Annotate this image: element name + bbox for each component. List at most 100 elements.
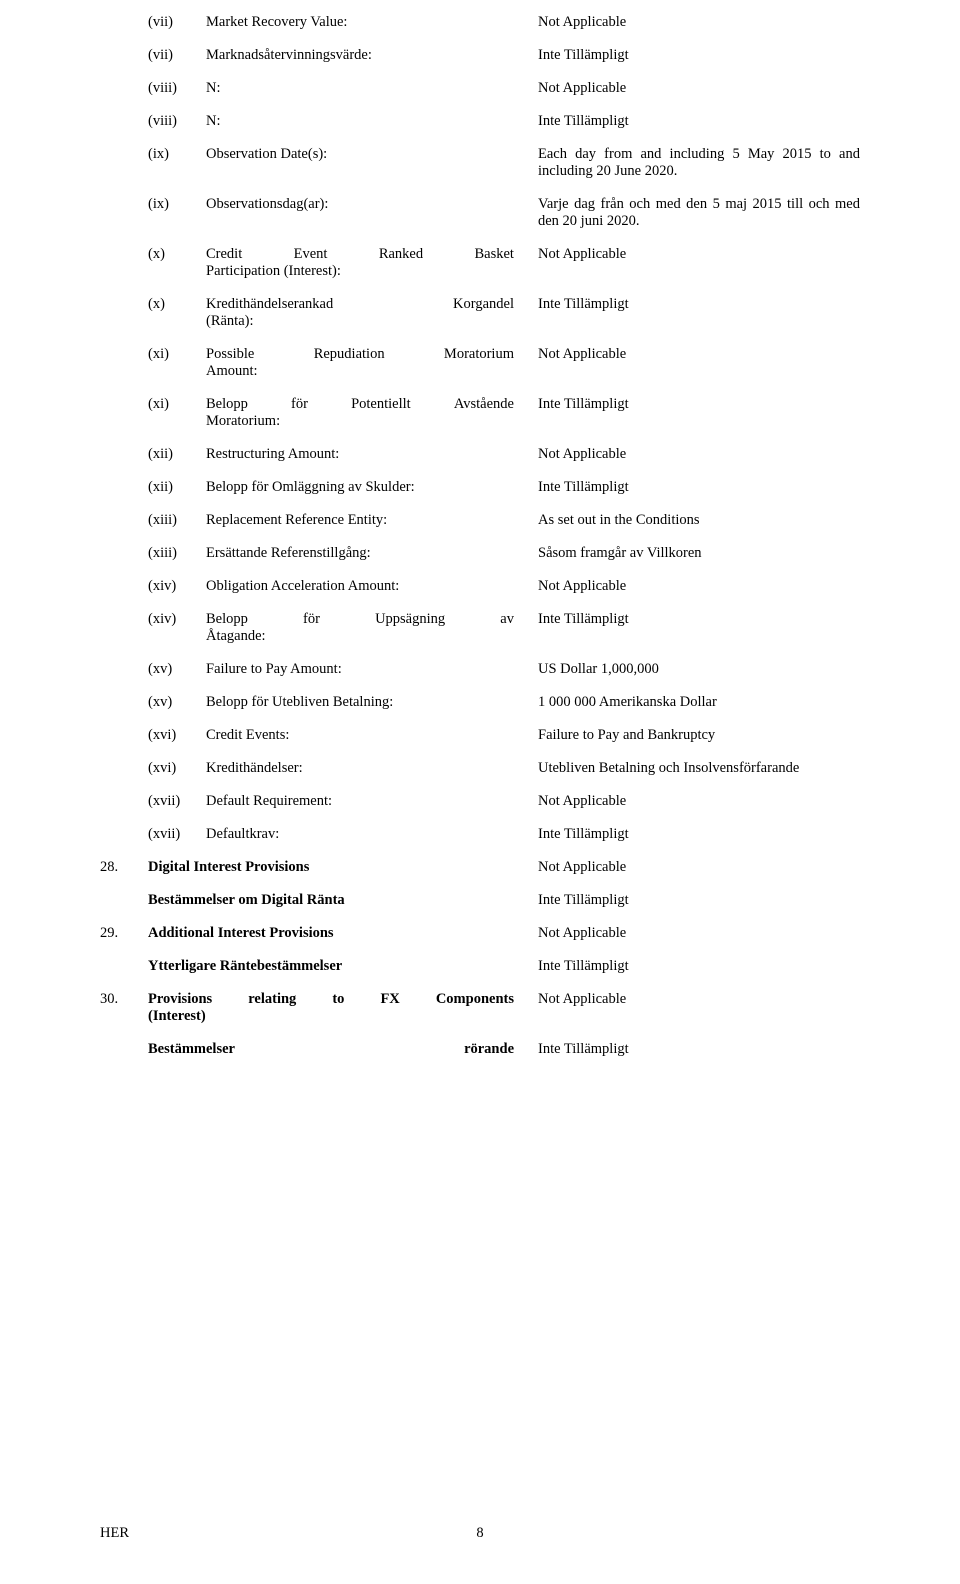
w: relating (248, 991, 296, 1008)
w: av (500, 611, 514, 628)
roman-numeral: (vii) (148, 14, 206, 31)
term-label: Belopp för Utebliven Betalning: (206, 694, 538, 711)
roman-numeral: (ix) (148, 196, 206, 213)
roman-numeral: (xiv) (148, 578, 206, 595)
term-row: (xiii) Ersättande Referenstillgång: Såso… (100, 545, 860, 562)
footer-page-number: 8 (100, 1525, 860, 1542)
term-row: (ix) Observationsdag(ar): Varje dag från… (100, 196, 860, 230)
section-value: Not Applicable (538, 859, 860, 876)
roman-numeral: (xvi) (148, 727, 206, 744)
w: Belopp (206, 396, 248, 413)
term-label: Observation Date(s): (206, 146, 538, 163)
term-value: Inte Tillämpligt (538, 113, 860, 130)
roman-numeral: (xiv) (148, 611, 206, 628)
term-value: Each day from and including 5 May 2015 t… (538, 146, 860, 180)
roman-numeral: (xv) (148, 694, 206, 711)
term-row: (xiii) Replacement Reference Entity: As … (100, 512, 860, 529)
term-value: Inte Tillämpligt (538, 296, 860, 313)
section-label: Bestämmelser om Digital Ränta (148, 892, 538, 909)
section-row: 28. Digital Interest Provisions Not Appl… (100, 859, 860, 876)
term-label: Belopp för Uppsägning av Åtagande: (206, 611, 538, 645)
w: Avstående (454, 396, 514, 413)
term-row: (xv) Failure to Pay Amount: US Dollar 1,… (100, 661, 860, 678)
w: Moratorium (444, 346, 514, 363)
term-label: Market Recovery Value: (206, 14, 538, 31)
term-row: (xii) Restructuring Amount: Not Applicab… (100, 446, 860, 463)
roman-numeral: (xiii) (148, 545, 206, 562)
term-label: Possible Repudiation Moratorium Amount: (206, 346, 538, 380)
term-label-line1: Belopp för Potentiellt Avstående (206, 396, 514, 413)
term-value: Varje dag från och med den 5 maj 2015 ti… (538, 196, 860, 230)
w: Components (436, 991, 514, 1008)
term-label: Belopp för Potentiellt Avstående Morator… (206, 396, 538, 430)
term-label: N: (206, 80, 538, 97)
term-row: (xi) Belopp för Potentiellt Avstående Mo… (100, 396, 860, 430)
w: to (332, 991, 344, 1008)
roman-numeral: (xv) (148, 661, 206, 678)
w: Event (294, 246, 328, 263)
roman-numeral: (viii) (148, 80, 206, 97)
term-label: Credit Events: (206, 727, 538, 744)
w: Credit (206, 246, 242, 263)
w: Korgandel (453, 296, 514, 313)
w: Belopp (206, 611, 248, 628)
section-value: Inte Tillämpligt (538, 892, 860, 909)
section-value: Not Applicable (538, 925, 860, 942)
w: FX (380, 991, 399, 1008)
section-number: 29. (100, 925, 148, 942)
section-label: Ytterligare Räntebestämmelser (148, 958, 538, 975)
roman-numeral: (xii) (148, 479, 206, 496)
term-value: 1 000 000 Amerikanska Dollar (538, 694, 860, 711)
term-value: Not Applicable (538, 346, 860, 363)
section-row: Bestämmelser om Digital Ränta Inte Tillä… (100, 892, 860, 909)
roman-numeral: (xvii) (148, 793, 206, 810)
roman-numeral: (xiii) (148, 512, 206, 529)
term-label: Marknadsåtervinningsvärde: (206, 47, 538, 64)
w: Kredithändelserankad (206, 296, 333, 313)
term-row: (xiv) Obligation Acceleration Amount: No… (100, 578, 860, 595)
roman-numeral: (xvi) (148, 760, 206, 777)
term-label-line1: Kredithändelserankad Korgandel (206, 296, 514, 313)
term-row: (vii) Market Recovery Value: Not Applica… (100, 14, 860, 31)
term-value: Not Applicable (538, 246, 860, 263)
w: Possible (206, 346, 254, 363)
w: för (303, 611, 320, 628)
section-row: Ytterligare Räntebestämmelser Inte Tillä… (100, 958, 860, 975)
term-row: (xvi) Kredithändelser: Utebliven Betalni… (100, 760, 860, 777)
term-value: Inte Tillämpligt (538, 47, 860, 64)
w: Repudiation (314, 346, 385, 363)
term-label: Belopp för Omläggning av Skulder: (206, 479, 538, 496)
w: Potentiellt (351, 396, 411, 413)
term-row: (x) Kredithändelserankad Korgandel (Ränt… (100, 296, 860, 330)
term-label-line2: Participation (Interest): (206, 263, 514, 280)
roman-numeral: (xii) (148, 446, 206, 463)
section-row: Bestämmelser rörande Inte Tillämpligt (100, 1041, 860, 1058)
term-value: As set out in the Conditions (538, 512, 860, 529)
term-label: Default Requirement: (206, 793, 538, 810)
term-label-line1: Credit Event Ranked Basket (206, 246, 514, 263)
w: rörande (464, 1041, 514, 1058)
term-value: Inte Tillämpligt (538, 826, 860, 843)
section-label: Provisions relating to FX Components (In… (148, 991, 538, 1025)
term-row: (ix) Observation Date(s): Each day from … (100, 146, 860, 180)
term-row: (xii) Belopp för Omläggning av Skulder: … (100, 479, 860, 496)
section-number: 28. (100, 859, 148, 876)
section-row: 30. Provisions relating to FX Components… (100, 991, 860, 1025)
term-row: (viii) N: Not Applicable (100, 80, 860, 97)
term-label: Failure to Pay Amount: (206, 661, 538, 678)
term-row: (x) Credit Event Ranked Basket Participa… (100, 246, 860, 280)
section-label: Additional Interest Provisions (148, 925, 538, 942)
section-label: Bestämmelser rörande (148, 1041, 538, 1058)
term-value: Inte Tillämpligt (538, 479, 860, 496)
w: för (291, 396, 308, 413)
term-label: Credit Event Ranked Basket Participation… (206, 246, 538, 280)
roman-numeral: (viii) (148, 113, 206, 130)
term-label-line2: Amount: (206, 363, 514, 380)
term-label: Obligation Acceleration Amount: (206, 578, 538, 595)
section-label-line1: Provisions relating to FX Components (148, 991, 514, 1008)
section-label: Digital Interest Provisions (148, 859, 538, 876)
term-row: (xvi) Credit Events: Failure to Pay and … (100, 727, 860, 744)
section-value: Not Applicable (538, 991, 860, 1008)
roman-numeral: (x) (148, 296, 206, 313)
section-number: 30. (100, 991, 148, 1008)
